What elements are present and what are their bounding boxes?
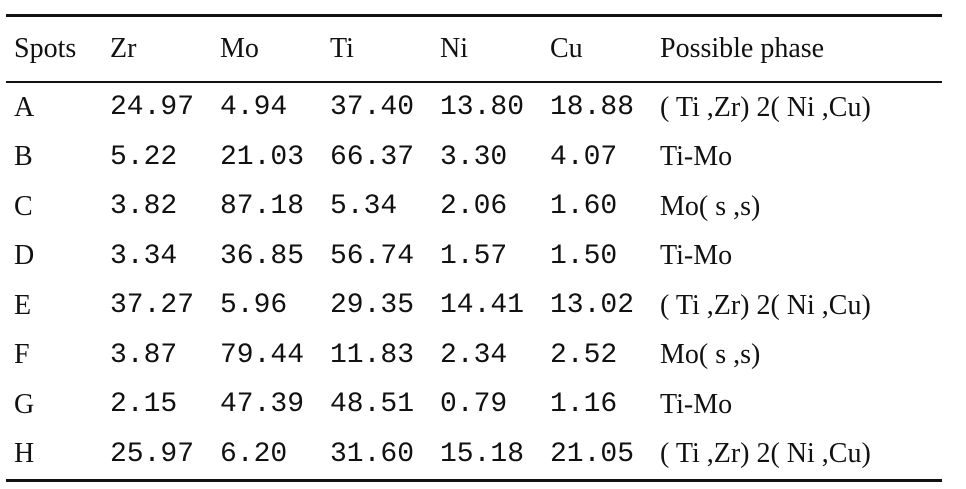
cell-ti: 48.51 [330,389,415,421]
cell-ni: 14.41 [440,290,525,322]
cell-cu: 4.07 [550,141,618,173]
cell-ni: 15.18 [440,438,525,470]
cell-mo: 5.96 [220,290,288,322]
cell-cu: 1.60 [550,191,618,223]
table-row: B 5.22 21.03 66.37 3.30 4.07 Ti-Mo [6,133,942,183]
cell-ni: 13.80 [440,92,525,124]
cell-mo: 87.18 [220,191,305,223]
cell-zr: 3.34 [110,240,178,272]
table-row: F 3.87 79.44 11.83 2.34 2.52 Mo( s ,s) [6,331,942,381]
cell-spot: H [14,438,35,470]
cell-ni: 0.79 [440,389,508,421]
table-body: A 24.97 4.94 37.40 13.80 18.88 ( Ti ,Zr)… [6,82,942,481]
cell-ti: 37.40 [330,92,415,124]
cell-ti: 56.74 [330,240,415,272]
cell-mo: 36.85 [220,240,305,272]
header-row: Spots Zr Mo Ti Ni Cu Possible phase [6,15,942,82]
cell-spot: B [14,141,33,173]
cell-spot: E [14,289,32,321]
cell-spot: D [14,240,35,272]
table-row: G 2.15 47.39 48.51 0.79 1.16 Ti-Mo [6,380,942,430]
cell-phase: ( Ti ,Zr) 2( Ni ,Cu) [660,289,871,321]
cell-spot: C [14,190,33,222]
header-ni: Ni [440,33,468,64]
cell-zr: 3.82 [110,191,178,223]
cell-cu: 1.50 [550,240,618,272]
cell-ti: 29.35 [330,290,415,322]
cell-zr: 5.22 [110,141,178,173]
cell-phase: Ti-Mo [660,388,733,420]
cell-mo: 4.94 [220,92,288,124]
table-row: C 3.82 87.18 5.34 2.06 1.60 Mo( s ,s) [6,182,942,232]
cell-cu: 21.05 [550,438,635,470]
cell-ti: 11.83 [330,339,415,371]
cell-zr: 37.27 [110,290,195,322]
cell-ni: 3.30 [440,141,508,173]
composition-table-container: Spots Zr Mo Ti Ni Cu Possible phase A 24… [6,14,942,482]
cell-zr: 2.15 [110,389,178,421]
cell-cu: 1.16 [550,389,618,421]
cell-mo: 21.03 [220,141,305,173]
cell-mo: 6.20 [220,438,288,470]
cell-phase: Mo( s ,s) [660,190,761,222]
cell-ni: 2.34 [440,339,508,371]
table-row: E 37.27 5.96 29.35 14.41 13.02 ( Ti ,Zr)… [6,281,942,331]
table-header: Spots Zr Mo Ti Ni Cu Possible phase [6,15,942,82]
cell-phase: Ti-Mo [660,141,733,173]
cell-cu: 13.02 [550,290,635,322]
cell-ti: 5.34 [330,191,398,223]
cell-spot: A [14,91,35,123]
cell-phase: ( Ti ,Zr) 2( Ni ,Cu) [660,438,871,470]
cell-cu: 18.88 [550,92,635,124]
cell-phase: Ti-Mo [660,240,733,272]
cell-cu: 2.52 [550,339,618,371]
cell-ti: 66.37 [330,141,415,173]
cell-mo: 79.44 [220,339,305,371]
table-row: H 25.97 6.20 31.60 15.18 21.05 ( Ti ,Zr)… [6,430,942,481]
cell-zr: 3.87 [110,339,178,371]
table-row: D 3.34 36.85 56.74 1.57 1.50 Ti-Mo [6,232,942,282]
cell-spot: G [14,388,35,420]
header-mo: Mo [220,33,259,64]
table-row: A 24.97 4.94 37.40 13.80 18.88 ( Ti ,Zr)… [6,82,942,133]
header-zr: Zr [110,33,137,64]
cell-ni: 2.06 [440,191,508,223]
cell-ti: 31.60 [330,438,415,470]
cell-zr: 25.97 [110,438,195,470]
cell-mo: 47.39 [220,389,305,421]
composition-table: Spots Zr Mo Ti Ni Cu Possible phase A 24… [6,14,942,482]
header-cu: Cu [550,33,583,64]
cell-ni: 1.57 [440,240,508,272]
header-possible-phase: Possible phase [660,33,825,64]
cell-zr: 24.97 [110,92,195,124]
cell-spot: F [14,339,30,371]
cell-phase: ( Ti ,Zr) 2( Ni ,Cu) [660,91,871,123]
header-ti: Ti [330,33,354,64]
cell-phase: Mo( s ,s) [660,339,761,371]
header-spots: Spots [14,33,77,64]
